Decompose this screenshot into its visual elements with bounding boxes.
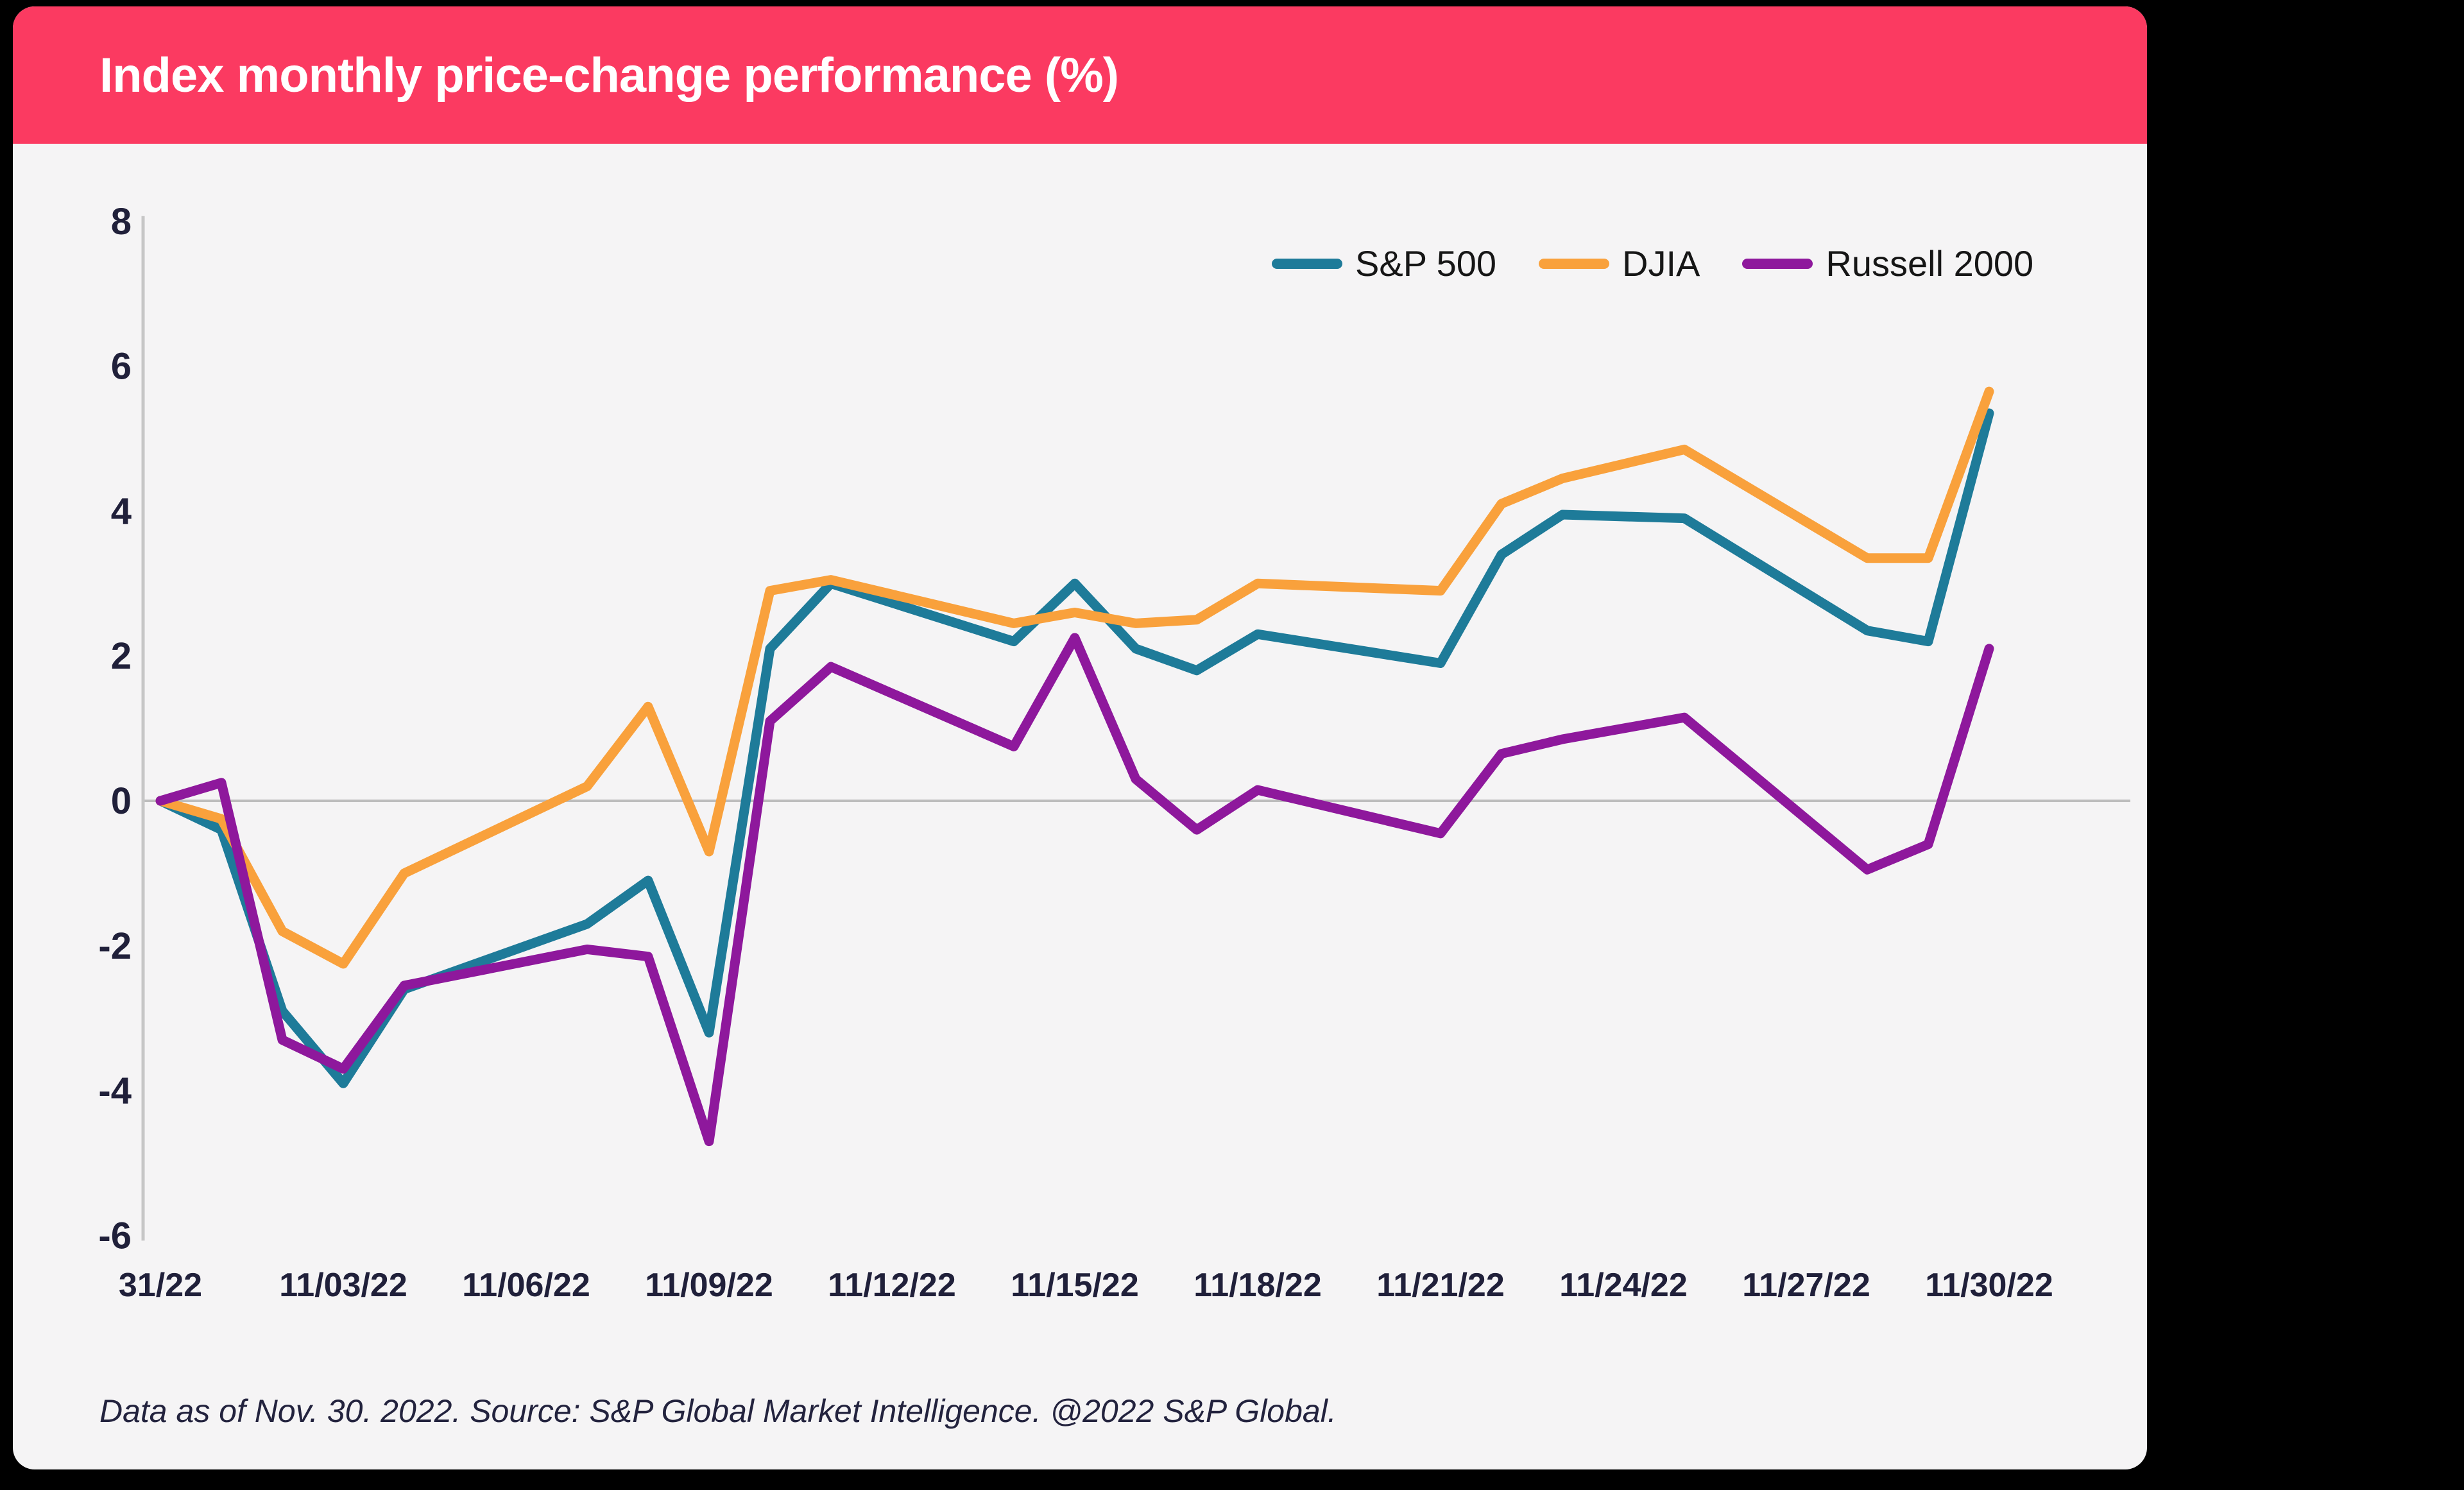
legend-label: S&P 500 [1355, 243, 1497, 284]
x-tick-label: 11/18/22 [1194, 1267, 1322, 1304]
chart-title: Index monthly price-change performance (… [99, 47, 1119, 103]
y-tick-label: -4 [98, 1070, 132, 1112]
chart-y-tick-labels: 8 6 4 2 0 -2 -4 -6 [98, 201, 132, 1257]
series-line-russell-2000 [155, 633, 1994, 1147]
x-tick-label: 11/15/22 [1011, 1267, 1139, 1304]
y-tick-label: 4 [111, 490, 132, 532]
source-note: Data as of Nov. 30. 2022. Source: S&P Gl… [99, 1393, 1337, 1429]
legend-line-swatch-icon [1539, 258, 1610, 269]
y-tick-label: 0 [111, 780, 132, 822]
chart-legend: S&P 500 DJIA Russell 2000 [1272, 243, 2033, 284]
x-tick-label: 11/27/22 [1742, 1267, 1870, 1304]
y-tick-label: 8 [111, 201, 132, 243]
x-tick-label: 11/21/22 [1376, 1267, 1505, 1304]
series-line-djia [155, 386, 1994, 969]
y-tick-label: 2 [111, 635, 132, 677]
chart-series-lines [155, 386, 1994, 1147]
legend-item-russell-2000: Russell 2000 [1742, 243, 2033, 284]
x-tick-label: 11/09/22 [645, 1267, 773, 1304]
x-tick-label: 11/30/22 [1925, 1267, 2053, 1304]
x-tick-label: 11/06/22 [462, 1267, 590, 1304]
chart-x-tick-labels: 31/22 11/03/22 11/06/22 11/09/22 11/12/22 11/… [119, 1267, 2053, 1304]
x-tick-label: 31/22 [119, 1267, 202, 1304]
y-tick-label: -6 [98, 1215, 132, 1256]
legend-label: Russell 2000 [1826, 243, 2034, 284]
legend-label: DJIA [1622, 243, 1700, 284]
series-line-s-p-500 [155, 408, 1994, 1088]
y-tick-label: -2 [98, 925, 132, 967]
x-tick-label: 11/12/22 [828, 1267, 956, 1304]
legend-item-djia: DJIA [1539, 243, 1700, 284]
y-tick-label: 6 [111, 346, 132, 388]
chart-card: Index monthly price-change performance (… [13, 6, 2147, 1469]
x-tick-label: 11/24/22 [1559, 1267, 1688, 1304]
line-chart-canvas: 8 6 4 2 0 -2 -4 -6 31/22 11/03/22 11/06/22 11/09/2… [98, 201, 2130, 1304]
chart-header-bar: Index monthly price-change performance (… [13, 6, 2147, 144]
legend-line-swatch-icon [1272, 258, 1342, 269]
legend-line-swatch-icon [1742, 258, 1813, 269]
legend-item-s-p-500: S&P 500 [1272, 243, 1496, 284]
x-tick-label: 11/03/22 [279, 1267, 407, 1304]
